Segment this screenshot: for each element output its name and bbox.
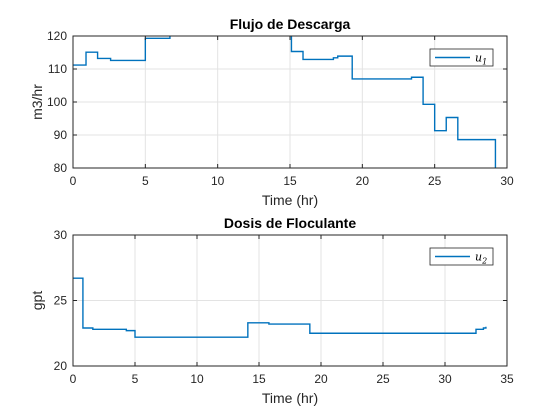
legend: u2 bbox=[429, 247, 494, 266]
x-tick-label: 10 bbox=[211, 174, 225, 188]
chart-title: Dosis de Floculante bbox=[224, 215, 356, 231]
y-tick-label: 90 bbox=[54, 128, 68, 142]
x-tick-label: 5 bbox=[142, 174, 149, 188]
x-tick-label: 30 bbox=[438, 372, 452, 386]
x-tick-label: 15 bbox=[283, 174, 297, 188]
x-tick-label: 15 bbox=[252, 372, 266, 386]
x-tick-label: 20 bbox=[314, 372, 328, 386]
y-tick-label: 25 bbox=[54, 294, 68, 308]
legend-label: u1 bbox=[475, 52, 487, 67]
x-tick-label: 10 bbox=[190, 372, 204, 386]
x-axis-label: Time (hr) bbox=[262, 390, 318, 406]
y-axis-label: gpt bbox=[29, 291, 45, 311]
y-tick-label: 30 bbox=[54, 228, 68, 242]
x-axis-label: Time (hr) bbox=[262, 192, 318, 208]
x-tick-label: 30 bbox=[500, 174, 514, 188]
series-line-u2 bbox=[73, 277, 487, 338]
top-subplot: 0 5 10 15 20 25 30 80 90 100 110 120 Flujo de Descar… bbox=[29, 16, 514, 208]
legend-label-sub: 2 bbox=[481, 257, 487, 266]
x-tick-label: 0 bbox=[70, 372, 77, 386]
y-tick-label: 100 bbox=[47, 95, 67, 109]
chart-title: Flujo de Descarga bbox=[230, 16, 351, 32]
bottom-subplot: 0 5 10 15 20 25 30 35 20 25 30 Dosis de Floculante T… bbox=[29, 215, 514, 406]
y-tick-label: 110 bbox=[48, 62, 67, 76]
x-tick-label: 25 bbox=[428, 174, 442, 188]
y-tick-label: 80 bbox=[54, 161, 68, 175]
y-tick-label: 120 bbox=[47, 29, 67, 43]
series-line-u1 bbox=[73, 36, 497, 168]
y-axis-label: m3/hr bbox=[29, 84, 45, 120]
x-tick-label: 5 bbox=[132, 372, 139, 386]
legend-label-sub: 1 bbox=[482, 58, 487, 67]
legend-label-base: u bbox=[475, 251, 482, 264]
x-tick-label: 25 bbox=[376, 372, 390, 386]
legend-label: u2 bbox=[475, 251, 487, 266]
x-tick-label: 35 bbox=[500, 372, 514, 386]
x-tick-label: 0 bbox=[70, 174, 77, 188]
x-tick-label: 20 bbox=[356, 174, 370, 188]
legend: u1 bbox=[429, 48, 494, 67]
legend-label-base: u bbox=[475, 52, 482, 65]
y-tick-label: 20 bbox=[54, 359, 68, 373]
